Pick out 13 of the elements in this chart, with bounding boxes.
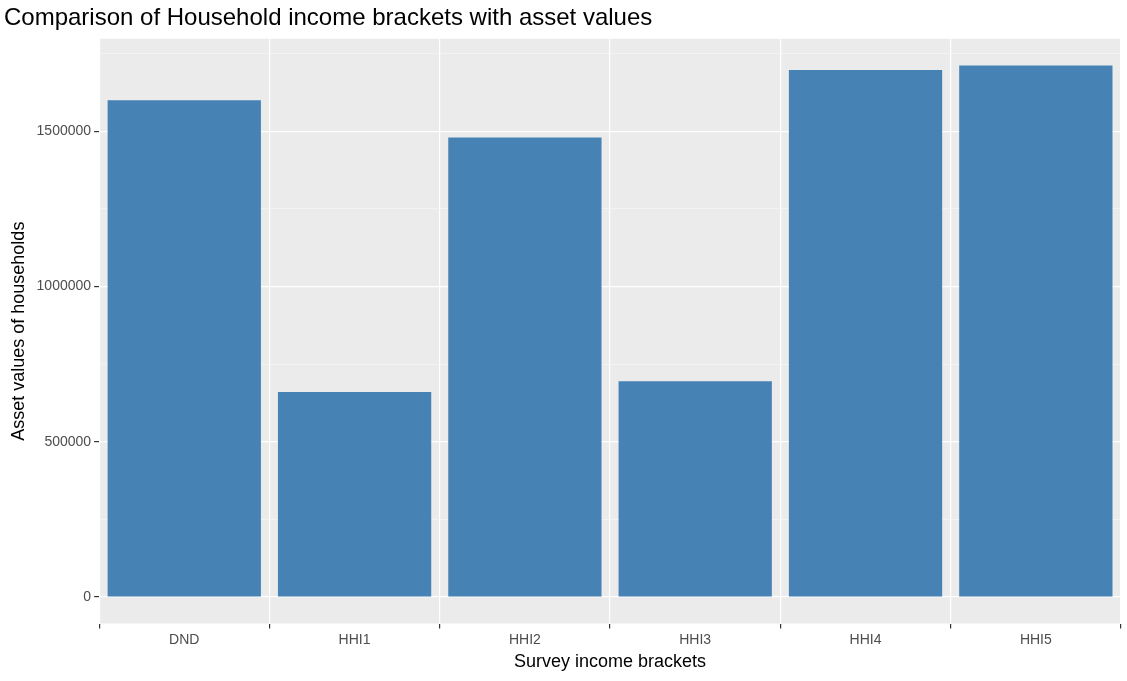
x-tick-label: HHI2: [508, 630, 542, 647]
x-tick-label: HHI1: [338, 630, 371, 647]
x-axis-title: Survey income brackets: [514, 651, 707, 672]
x-tick-label: HHI4: [849, 630, 882, 647]
y-tick-label: 500000: [44, 432, 92, 449]
y-tick-label: 0: [83, 587, 92, 604]
y-tick-label: 1000000: [36, 277, 92, 294]
chart-title: Comparison of Household income brackets with asset values: [4, 3, 653, 31]
x-tick-label: DND: [169, 630, 200, 647]
y-axis-title: Asset values of households: [7, 221, 28, 441]
x-tick-label: HHI5: [1019, 630, 1052, 647]
x-tick-label: HHI3: [679, 630, 712, 647]
y-tick-label: 1500000: [36, 122, 92, 139]
